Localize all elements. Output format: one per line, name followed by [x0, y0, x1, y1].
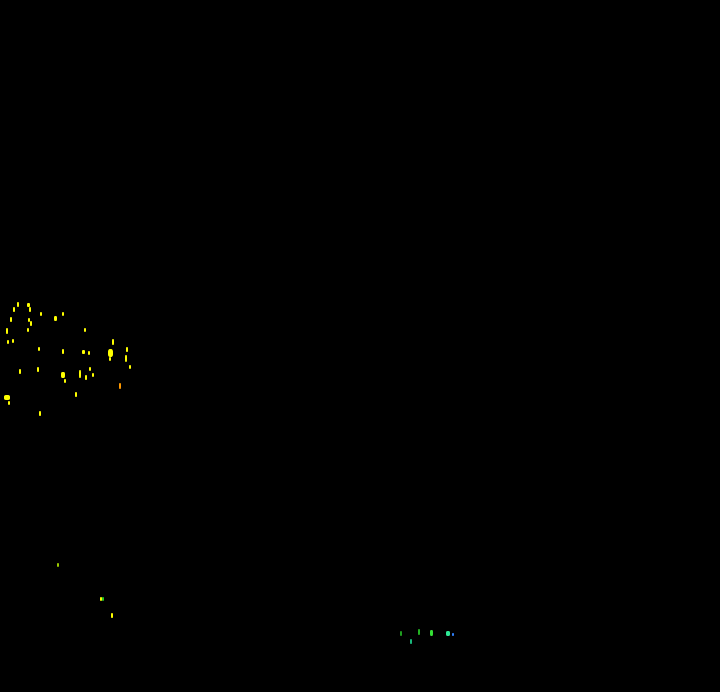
- light-speck: [37, 367, 39, 372]
- light-speck: [126, 347, 128, 352]
- light-speck: [102, 597, 104, 601]
- light-speck: [4, 395, 10, 400]
- light-speck: [30, 321, 32, 326]
- light-speck: [62, 312, 64, 316]
- light-speck: [19, 369, 21, 374]
- light-speck: [61, 372, 65, 378]
- light-speck: [40, 312, 42, 316]
- light-speck: [62, 349, 64, 354]
- light-speck: [27, 303, 30, 307]
- light-speck: [38, 347, 40, 351]
- light-speck: [112, 339, 114, 345]
- light-speck: [64, 379, 66, 383]
- light-speck: [418, 629, 420, 635]
- light-speck: [446, 631, 450, 636]
- light-speck: [410, 639, 412, 644]
- light-speck: [89, 367, 91, 371]
- light-speck: [109, 357, 111, 361]
- light-speck: [111, 613, 113, 618]
- light-speck: [12, 339, 14, 343]
- light-speck: [28, 318, 30, 322]
- light-speck: [100, 597, 102, 601]
- light-speck: [82, 350, 85, 354]
- light-speck: [452, 633, 454, 636]
- light-speck: [39, 411, 41, 416]
- light-speck: [54, 316, 57, 321]
- light-speck: [29, 307, 31, 312]
- light-speck: [400, 631, 402, 636]
- light-speck: [430, 630, 433, 636]
- light-speck: [10, 317, 12, 322]
- light-speck: [125, 355, 127, 362]
- light-speck: [6, 328, 8, 334]
- light-speck: [84, 328, 86, 332]
- light-speck: [85, 375, 87, 380]
- light-speck: [119, 383, 121, 389]
- light-speck: [13, 307, 15, 312]
- light-speck: [8, 401, 10, 405]
- light-speck: [17, 302, 19, 307]
- light-speck: [57, 563, 59, 567]
- light-speck: [79, 370, 81, 378]
- light-speck: [75, 392, 77, 397]
- light-speck: [129, 365, 131, 369]
- light-speck: [7, 340, 9, 344]
- light-speck: [27, 328, 29, 332]
- light-speck: [108, 349, 113, 357]
- light-speck: [92, 373, 94, 377]
- light-speck: [88, 351, 90, 355]
